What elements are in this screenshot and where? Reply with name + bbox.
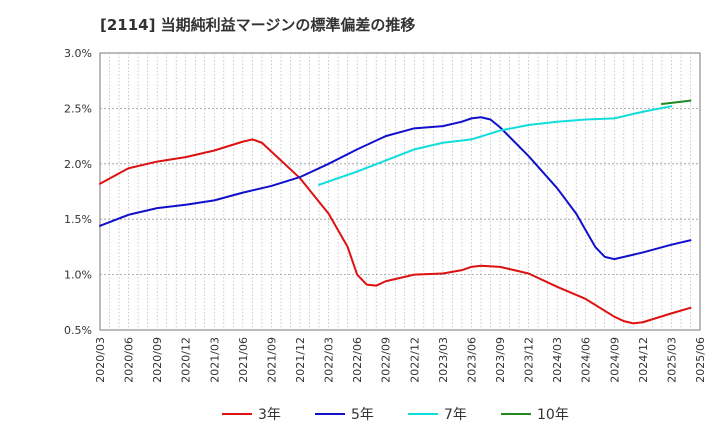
y-tick-label: 1.5% xyxy=(64,213,92,226)
chart-title: [2114] 当期純利益マージンの標準偏差の推移 xyxy=(100,16,416,34)
y-tick-label: 2.5% xyxy=(64,102,92,115)
x-tick-label: 2024/03 xyxy=(551,337,564,383)
x-tick-label: 2023/03 xyxy=(437,337,450,383)
legend-label: 5年 xyxy=(351,407,374,423)
y-tick-label: 0.5% xyxy=(64,324,92,337)
legend-label: 7年 xyxy=(444,407,467,423)
legend-label: 10年 xyxy=(537,407,569,423)
x-tick-label: 2020/09 xyxy=(151,337,164,383)
x-tick-label: 2022/09 xyxy=(380,337,393,383)
x-tick-label: 2021/09 xyxy=(265,337,278,383)
x-tick-label: 2025/06 xyxy=(694,337,707,383)
legend-label: 3年 xyxy=(258,407,281,423)
x-tick-label: 2023/06 xyxy=(465,337,478,383)
x-tick-label: 2022/03 xyxy=(323,337,336,383)
x-tick-label: 2021/03 xyxy=(208,337,221,383)
x-tick-label: 2022/12 xyxy=(408,337,421,383)
plot-area xyxy=(99,52,701,331)
x-tick-label: 2020/06 xyxy=(123,337,136,383)
x-tick-label: 2023/09 xyxy=(494,337,507,383)
x-tick-label: 2024/09 xyxy=(608,337,621,383)
x-tick-label: 2023/12 xyxy=(523,337,536,383)
x-tick-label: 2025/03 xyxy=(665,337,678,383)
series-line xyxy=(99,116,692,261)
x-tick-label: 2024/12 xyxy=(637,337,650,383)
series-line xyxy=(660,99,692,105)
y-tick-label: 1.0% xyxy=(64,269,92,282)
series-lines xyxy=(99,99,692,325)
x-axis-ticks: 2020/03 2020/06 2020/09 2020/12 2021/03 2021/… xyxy=(94,337,707,383)
x-tick-label: 2021/06 xyxy=(237,337,250,383)
legend: 3年 5年 7年 10年 xyxy=(222,407,569,423)
x-tick-label: 2024/06 xyxy=(580,337,593,383)
grid-lines xyxy=(100,53,700,330)
y-tick-label: 3.0% xyxy=(64,47,92,60)
series-line xyxy=(318,105,673,186)
y-axis-ticks: 0.5% 1.0% 1.5% 2.0% 2.5% 3.0% xyxy=(64,47,92,337)
y-tick-label: 2.0% xyxy=(64,158,92,171)
x-tick-label: 2022/06 xyxy=(351,337,364,383)
x-tick-label: 2021/12 xyxy=(294,337,307,383)
series-line xyxy=(99,138,692,325)
x-tick-label: 2020/03 xyxy=(94,337,107,383)
x-tick-label: 2020/12 xyxy=(180,337,193,383)
